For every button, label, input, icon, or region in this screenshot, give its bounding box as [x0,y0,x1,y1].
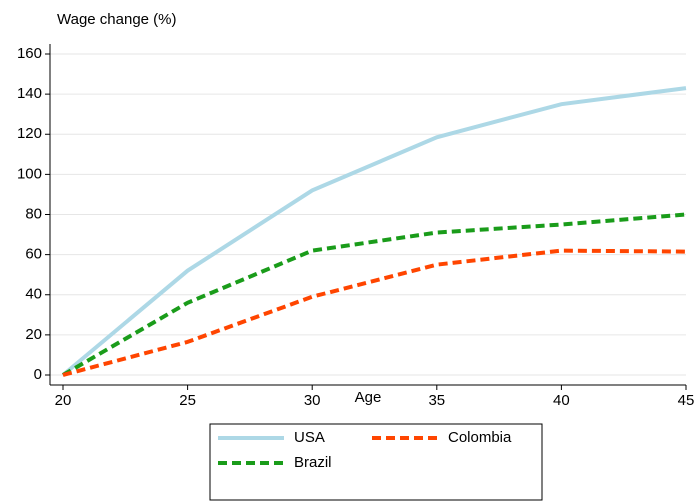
legend-box [209,423,543,501]
series-line [62,248,687,377]
legend-label: USA [294,429,325,446]
x-tick-label: 30 [304,392,321,409]
x-tick-label: 25 [179,392,196,409]
y-tick-label: 100 [17,165,42,182]
legend-label: Colombia [448,429,512,446]
chart-title: Wage change (%) [57,11,177,28]
y-tick-label: 20 [25,326,42,343]
y-tick-label: 60 [25,246,42,263]
x-tick-label: 40 [553,392,570,409]
y-tick-label: 40 [25,286,42,303]
series-line [61,86,687,377]
series-line [61,212,687,377]
legend-label: Brazil [294,454,332,471]
y-tick-label: 80 [25,205,42,222]
x-tick-label: 20 [55,392,72,409]
y-tick-label: 0 [34,366,42,383]
y-tick-label: 120 [17,125,42,142]
y-tick-label: 160 [17,45,42,62]
x-axis-label: Age [355,389,382,406]
x-tick-label: 45 [678,392,695,409]
x-tick-label: 35 [428,392,445,409]
y-tick-label: 140 [17,85,42,102]
